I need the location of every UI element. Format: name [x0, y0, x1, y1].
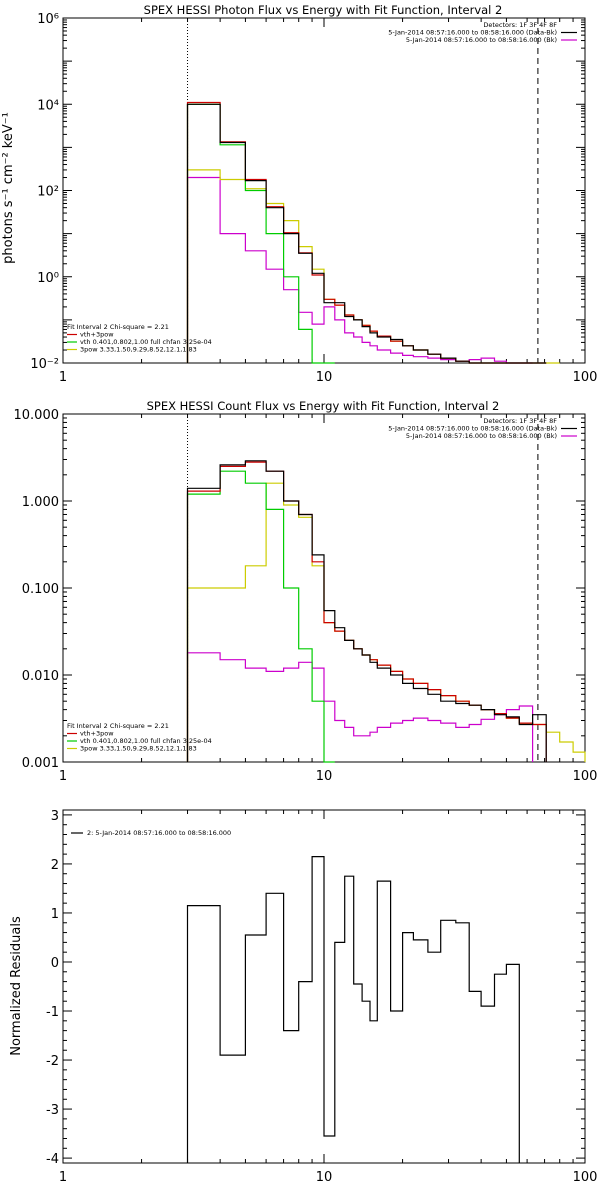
- y-tick-label: 1: [51, 907, 59, 922]
- y-tick-label: 10⁻²: [30, 357, 59, 372]
- x-tick-label: 10: [316, 769, 333, 784]
- legend-entry: vth 0.401,0.802,1.00 full chfan 3.25e-04: [80, 737, 212, 745]
- residuals-ylabel: Normalized Residuals: [9, 916, 24, 1056]
- series-nonthermal: [186, 482, 586, 762]
- legend-entry: vth+3pow: [80, 331, 114, 339]
- y-tick-label: 0: [51, 956, 59, 971]
- legend-entry: 2: 5-Jan-2014 08:57:16.000 to 08:58:16.0…: [87, 829, 231, 837]
- legend-entry: 5-Jan-2014 08:57:16.000 to 08:58:16.000 …: [406, 432, 557, 440]
- y-tick-label: 0.001: [22, 756, 59, 771]
- count-flux-legends: Detectors: 1F 3F 4F 8F5-Jan-2014 08:57:1…: [67, 417, 577, 753]
- series-data: [186, 460, 547, 762]
- y-tick-label: 10⁴: [37, 98, 59, 113]
- legend-entry: 5-Jan-2014 08:57:16.000 to 08:58:16.000 …: [406, 36, 557, 44]
- count-flux-panel: SPEX HESSI Count Flux vs Energy with Fit…: [14, 399, 598, 784]
- y-tick-label: 10⁰: [37, 271, 59, 286]
- count-flux-series: [186, 414, 586, 763]
- legend-entry: 3pow 3.33,1.50,9.29,8.52,12.1,1.83: [80, 745, 197, 753]
- count-flux-title: SPEX HESSI Count Flux vs Energy with Fit…: [147, 399, 500, 413]
- y-tick-label: 10²: [37, 185, 59, 200]
- series-data: [186, 856, 520, 1163]
- x-tick-label: 1: [59, 1170, 67, 1185]
- residuals-series: [186, 856, 520, 1163]
- y-tick-label: 2: [51, 858, 59, 873]
- y-tick-label: 3: [51, 809, 59, 824]
- x-tick-label: 100: [573, 1170, 598, 1185]
- y-tick-label: 0.100: [22, 582, 59, 597]
- legend-entry: vth 0.401,0.802,1.00 full chfan 3.25e-04: [80, 338, 212, 346]
- series-background: [186, 652, 534, 762]
- series-total: [186, 461, 547, 762]
- x-tick-label: 10: [316, 370, 333, 385]
- residuals-legends: 2: 5-Jan-2014 08:57:16.000 to 08:58:16.0…: [71, 829, 231, 837]
- series-background: [186, 176, 533, 364]
- y-tick-label: -3: [46, 1103, 59, 1118]
- x-tick-label: 100: [573, 370, 598, 385]
- count-flux-ticks: 1 10 100 0.001 0.010 0.100 1.000 10.000: [14, 408, 598, 784]
- series-nonthermal: [186, 169, 560, 364]
- photon-flux-title: SPEX HESSI Photon Flux vs Energy with Fi…: [144, 3, 503, 17]
- y-tick-label: -1: [46, 1005, 59, 1020]
- legend-entry: Fit Interval 2 Chi-square = 2.21: [67, 323, 169, 331]
- x-tick-label: 1: [59, 370, 67, 385]
- x-tick-label: 10: [316, 1170, 333, 1185]
- legend-entry: 5-Jan-2014 08:57:16.000 to 08:58:16.000 …: [388, 425, 557, 433]
- legend-entry: 3pow 3.33,1.50,9.29,8.52,12.1,1.83: [80, 346, 197, 354]
- series-data: [186, 103, 547, 364]
- residuals-ticks: 1 10 100 -4 -3 -2 -1 0 1 2 3: [46, 809, 597, 1185]
- y-tick-label: 1.000: [22, 495, 59, 510]
- y-tick-label: -4: [46, 1152, 59, 1167]
- legend-entry: Detectors: 1F 3F 4F 8F: [483, 21, 557, 29]
- y-tick-label: 10⁶: [37, 12, 59, 27]
- photon-flux-legends: Detectors: 1F 3F 4F 8F5-Jan-2014 08:57:1…: [67, 21, 577, 354]
- photon-flux-ylabel: photons s⁻¹ cm⁻² keV⁻¹: [1, 112, 16, 264]
- series-total: [186, 101, 547, 364]
- x-tick-label: 100: [573, 769, 598, 784]
- series-thermal: [186, 470, 335, 763]
- legend-entry: 5-Jan-2014 08:57:16.000 to 08:58:16.000 …: [388, 29, 557, 37]
- y-tick-label: 10.000: [14, 408, 60, 423]
- photon-flux-ticks: 1 10 100 10⁻² 10⁰ 10² 10⁴ 10⁶: [30, 12, 597, 385]
- legend-entry: vth+3pow: [80, 730, 114, 738]
- residuals-panel: Normalized Residuals 1 10 100-4-3-2-10123 …: [9, 809, 597, 1185]
- photon-flux-series: [186, 18, 560, 364]
- legend-entry: Fit Interval 2 Chi-square = 2.21: [67, 722, 169, 730]
- legend-entry: Detectors: 1F 3F 4F 8F: [483, 417, 557, 425]
- y-tick-label: 0.010: [22, 669, 59, 684]
- y-tick-label: -2: [46, 1054, 59, 1069]
- photon-flux-panel: SPEX HESSI Photon Flux vs Energy with Fi…: [1, 3, 597, 385]
- x-tick-label: 1: [59, 769, 67, 784]
